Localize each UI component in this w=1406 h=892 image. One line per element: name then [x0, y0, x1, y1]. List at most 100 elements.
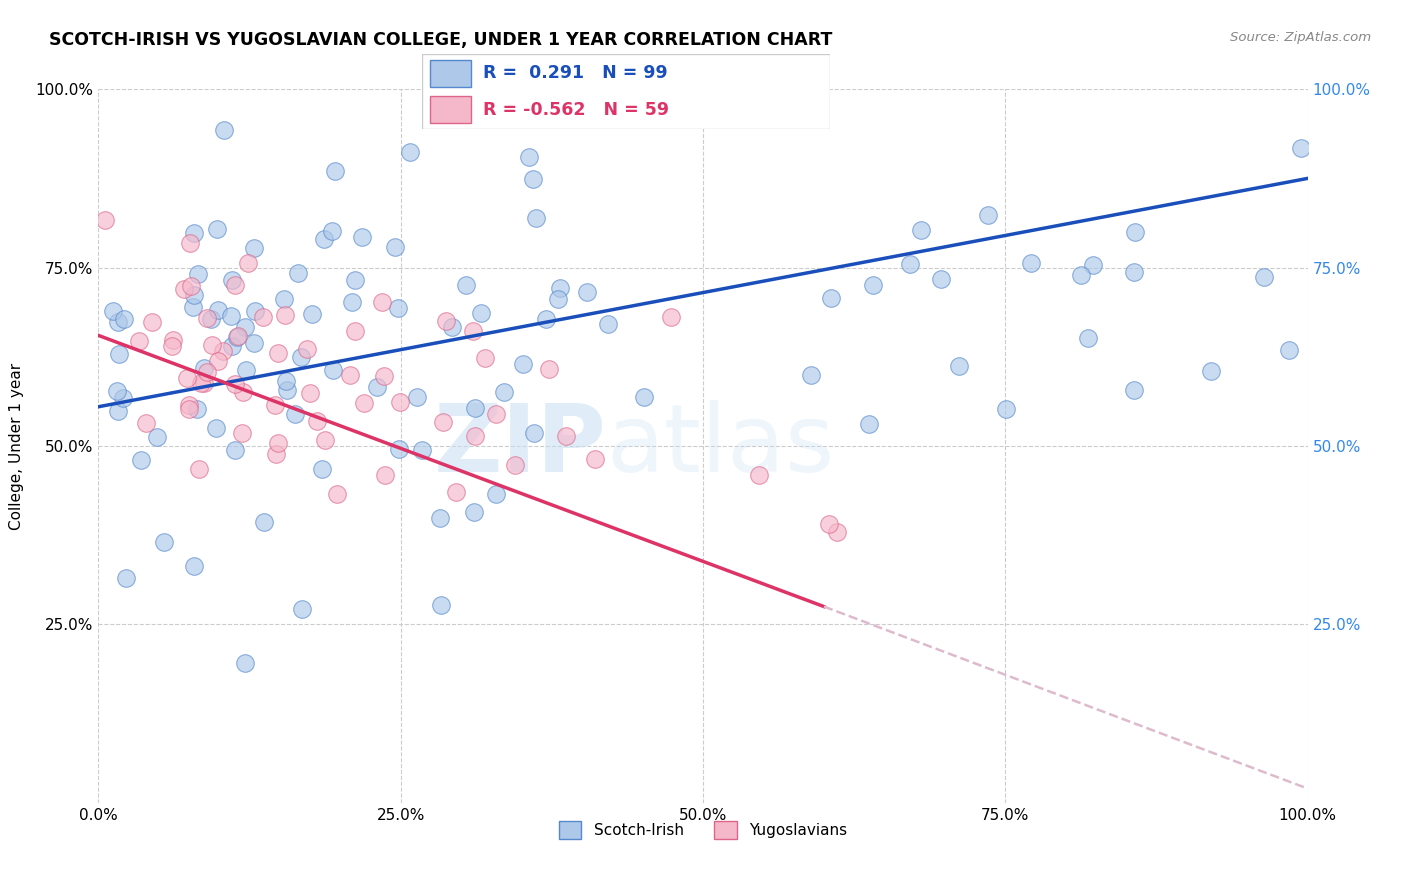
Point: [129, 453, 152, 467]
Point: [298, 386, 321, 401]
Point: [748, 468, 770, 483]
Point: [464, 428, 486, 442]
Point: [224, 442, 246, 457]
Point: [323, 164, 346, 178]
Text: SCOTCH-IRISH VS YUGOSLAVIAN COLLEGE, UNDER 1 YEAR CORRELATION CHART: SCOTCH-IRISH VS YUGOSLAVIAN COLLEGE, UND…: [49, 31, 832, 49]
Point: [162, 333, 184, 347]
Point: [554, 429, 576, 443]
Point: [432, 415, 454, 429]
Point: [114, 571, 136, 585]
Point: [107, 347, 129, 361]
Point: [406, 390, 429, 404]
Point: [252, 310, 274, 324]
Point: [371, 294, 394, 309]
Point: [205, 420, 228, 434]
Point: [1199, 364, 1222, 378]
Point: [233, 320, 256, 334]
Point: [314, 433, 336, 447]
Point: [190, 376, 212, 391]
Point: [301, 307, 323, 321]
Point: [659, 310, 682, 324]
Point: [160, 339, 183, 353]
Point: [276, 383, 298, 397]
Point: [305, 414, 328, 428]
Point: [193, 360, 215, 375]
Point: [112, 311, 135, 326]
FancyBboxPatch shape: [430, 60, 471, 87]
Point: [200, 312, 222, 326]
Point: [195, 311, 218, 326]
Point: [1122, 383, 1144, 397]
Point: [107, 404, 129, 418]
Point: [287, 266, 309, 280]
Point: [183, 226, 205, 240]
Point: [994, 401, 1017, 416]
Point: [193, 376, 215, 390]
Point: [290, 350, 312, 364]
Point: [523, 425, 546, 440]
Point: [183, 287, 205, 301]
Point: [295, 342, 318, 356]
Point: [226, 329, 249, 343]
Point: [264, 398, 287, 412]
Point: [353, 396, 375, 410]
Point: [1278, 343, 1301, 357]
Point: [517, 150, 540, 164]
Point: [384, 239, 406, 253]
Point: [267, 346, 290, 360]
Point: [226, 330, 249, 344]
Point: [800, 368, 823, 382]
Point: [858, 417, 880, 432]
Point: [343, 273, 366, 287]
Point: [340, 295, 363, 310]
Point: [274, 375, 297, 389]
Point: [1253, 270, 1275, 285]
Point: [135, 416, 157, 430]
Point: [187, 267, 209, 281]
Point: [534, 311, 557, 326]
Point: [321, 224, 343, 238]
Point: [463, 505, 485, 519]
Legend: Scotch-Irish, Yugoslavians: Scotch-Irish, Yugoslavians: [553, 815, 853, 845]
Point: [267, 436, 290, 450]
Point: [221, 310, 243, 324]
Point: [862, 278, 884, 293]
Point: [429, 598, 451, 612]
Point: [107, 384, 129, 398]
Point: [1081, 258, 1104, 272]
Point: [575, 285, 598, 299]
Text: R = -0.562   N = 59: R = -0.562 N = 59: [484, 101, 669, 119]
Point: [224, 277, 246, 292]
Point: [101, 304, 124, 318]
Point: [825, 524, 848, 539]
Point: [512, 357, 534, 371]
Point: [440, 320, 463, 334]
Point: [153, 534, 176, 549]
Point: [929, 272, 952, 286]
Point: [485, 487, 508, 501]
Point: [366, 380, 388, 394]
Point: [253, 515, 276, 529]
Point: [537, 362, 560, 376]
Point: [976, 208, 998, 222]
Point: [291, 601, 314, 615]
Y-axis label: College, Under 1 year: College, Under 1 year: [10, 362, 24, 530]
Point: [236, 256, 259, 270]
Point: [326, 486, 349, 500]
Point: [273, 293, 295, 307]
Point: [343, 324, 366, 338]
Point: [547, 292, 569, 306]
Point: [485, 407, 508, 421]
Text: Source: ZipAtlas.com: Source: ZipAtlas.com: [1230, 31, 1371, 45]
Point: [221, 273, 243, 287]
Point: [583, 451, 606, 466]
Point: [820, 291, 842, 305]
Point: [322, 362, 344, 376]
Point: [1123, 226, 1146, 240]
Point: [188, 462, 211, 476]
Point: [221, 339, 243, 353]
Point: [633, 390, 655, 404]
Point: [207, 302, 229, 317]
Point: [186, 402, 208, 417]
Point: [111, 392, 134, 406]
